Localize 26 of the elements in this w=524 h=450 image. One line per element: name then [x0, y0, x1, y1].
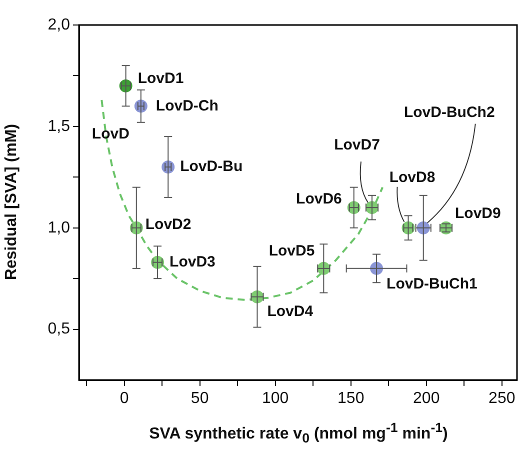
annotation: LovD4: [267, 302, 314, 320]
x-tick-label: 200: [413, 390, 440, 408]
annotation: LovD-BuCh2: [404, 104, 495, 121]
annotation: LovD2: [145, 216, 192, 233]
y-axis-title: Residual [SVA] (mM): [3, 124, 21, 280]
y-tick-label: 0,5: [48, 320, 70, 338]
x-tick-label: 0: [120, 390, 129, 408]
x-axis-title: SVA synthetic rate v$_{0}$ (nmol mg$^{-1}$ min$^{-1}$): [148, 420, 449, 446]
y-tick-label: 2,0: [48, 16, 70, 34]
annotation: LovD-BuCh1: [386, 276, 478, 293]
x-tick-label: 250: [488, 390, 516, 408]
y-tick-label: 1,0: [48, 219, 70, 236]
annotation: LovD8: [389, 169, 436, 186]
annotation: LovD7: [334, 136, 380, 154]
annotation: LovD6: [296, 190, 342, 208]
x-tick-label: 150: [338, 390, 364, 408]
x-tick-label: 100: [262, 390, 289, 408]
y-tick-label: 1,5: [48, 118, 70, 135]
annotation: LovD-Ch: [156, 97, 218, 114]
annotation: LovD-Bu: [180, 158, 243, 176]
annotation: LovD: [92, 126, 130, 143]
annotation: LovD9: [455, 205, 501, 222]
annotation: LovD3: [170, 253, 216, 270]
annotation: LovD5: [268, 242, 315, 260]
x-tick-label: 50: [190, 390, 209, 408]
annotation: LovD1: [138, 70, 184, 87]
